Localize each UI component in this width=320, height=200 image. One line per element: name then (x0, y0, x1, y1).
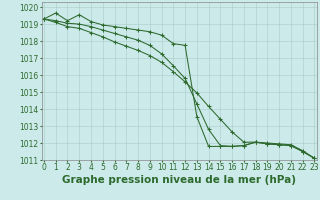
X-axis label: Graphe pression niveau de la mer (hPa): Graphe pression niveau de la mer (hPa) (62, 175, 296, 185)
